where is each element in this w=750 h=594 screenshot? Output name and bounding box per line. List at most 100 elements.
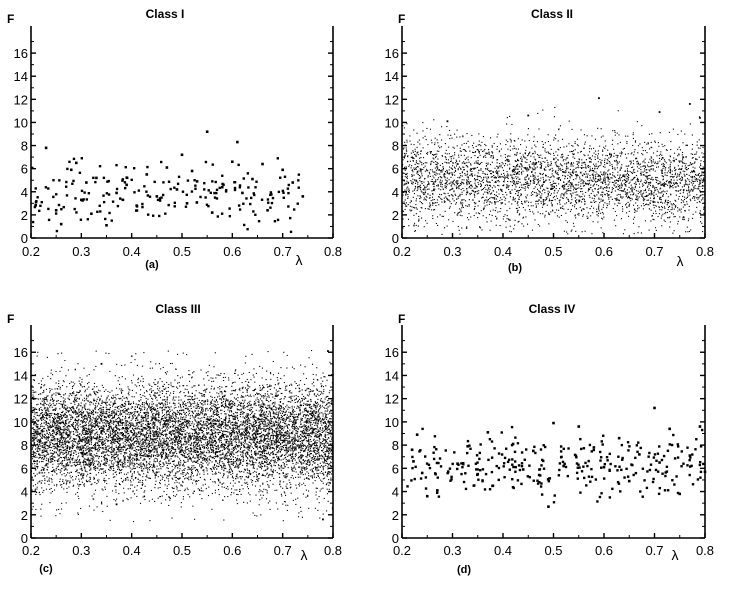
data-point [627,135,629,137]
data-point [466,182,468,185]
data-point [218,186,221,190]
data-point [485,217,487,219]
data-point [512,197,514,199]
data-point [663,206,666,208]
data-point [481,229,483,231]
y-tick-label: 2 [392,208,399,223]
data-point [514,173,516,176]
data-point [428,205,430,207]
data-point [675,190,678,192]
data-point [510,133,512,135]
data-point-key [54,208,58,212]
data-point [34,204,37,207]
data-point [265,417,267,419]
data-point [629,191,631,193]
data-point [516,201,519,203]
data-point [419,160,421,162]
data-point [177,434,179,436]
data-point [439,181,441,183]
data-point [547,163,549,165]
data-point [161,419,163,421]
data-point [309,421,311,423]
data-point [317,452,319,454]
data-point [679,168,681,170]
data-point [545,169,547,171]
data-point [625,178,627,180]
data-point [406,172,408,174]
data-point [677,155,679,157]
data-point [544,161,546,163]
data-point [656,189,658,191]
data-point [459,233,461,235]
data-point [652,179,654,181]
data-point [78,411,80,413]
data-point [70,436,72,438]
data-point [607,176,610,178]
data-point [526,155,529,157]
data-point [519,152,521,154]
data-point [630,163,632,165]
data-point [473,168,475,170]
data-point [567,190,570,192]
data-point [569,189,571,192]
data-point [89,440,91,442]
data-point [578,214,580,216]
data-point [659,153,662,155]
data-point [59,431,61,433]
data-point [608,157,610,159]
y-tick-label: 8 [21,438,28,453]
data-point [541,141,543,143]
data-point [683,196,686,198]
data-point-key [598,97,600,100]
data-point [485,156,487,158]
data-point [481,141,483,143]
data-point [242,388,244,390]
data-point [619,194,621,196]
data-point [160,420,162,422]
x-tick-label: 0.3 [72,543,90,558]
data-point [464,158,466,160]
data-point [676,183,678,185]
data-point [610,154,612,156]
data-point [602,149,604,151]
data-point [676,175,678,177]
data-point [510,141,512,143]
data-point [441,186,443,188]
data-point [662,145,664,148]
data-point [209,191,212,194]
data-point [629,203,631,205]
data-point [43,467,45,469]
data-point [473,187,475,189]
data-point [547,134,549,136]
data-point-key [90,212,93,216]
data-point [515,148,517,150]
data-point [595,181,597,183]
data-point [570,165,572,167]
data-point [674,186,676,188]
data-point [607,195,609,197]
data-point [75,420,78,422]
data-point [412,157,414,159]
data-point [574,149,576,151]
data-point [632,222,635,224]
data-point [222,183,225,186]
data-point [130,178,133,182]
data-point [538,193,540,195]
data-point [434,144,436,146]
data-point [519,181,521,183]
data-point [208,452,210,454]
data-point [255,471,257,473]
data-point [414,150,416,152]
data-point [441,177,443,179]
data-point [596,165,598,167]
data-point [245,423,247,425]
x-axis-label: λ [296,252,303,268]
data-point [550,184,552,186]
data-point [646,177,648,179]
data-point [692,182,694,184]
data-point [549,181,551,184]
data-point [457,214,459,216]
data-point [276,489,278,491]
data-point [566,165,568,167]
data-point [630,179,632,181]
